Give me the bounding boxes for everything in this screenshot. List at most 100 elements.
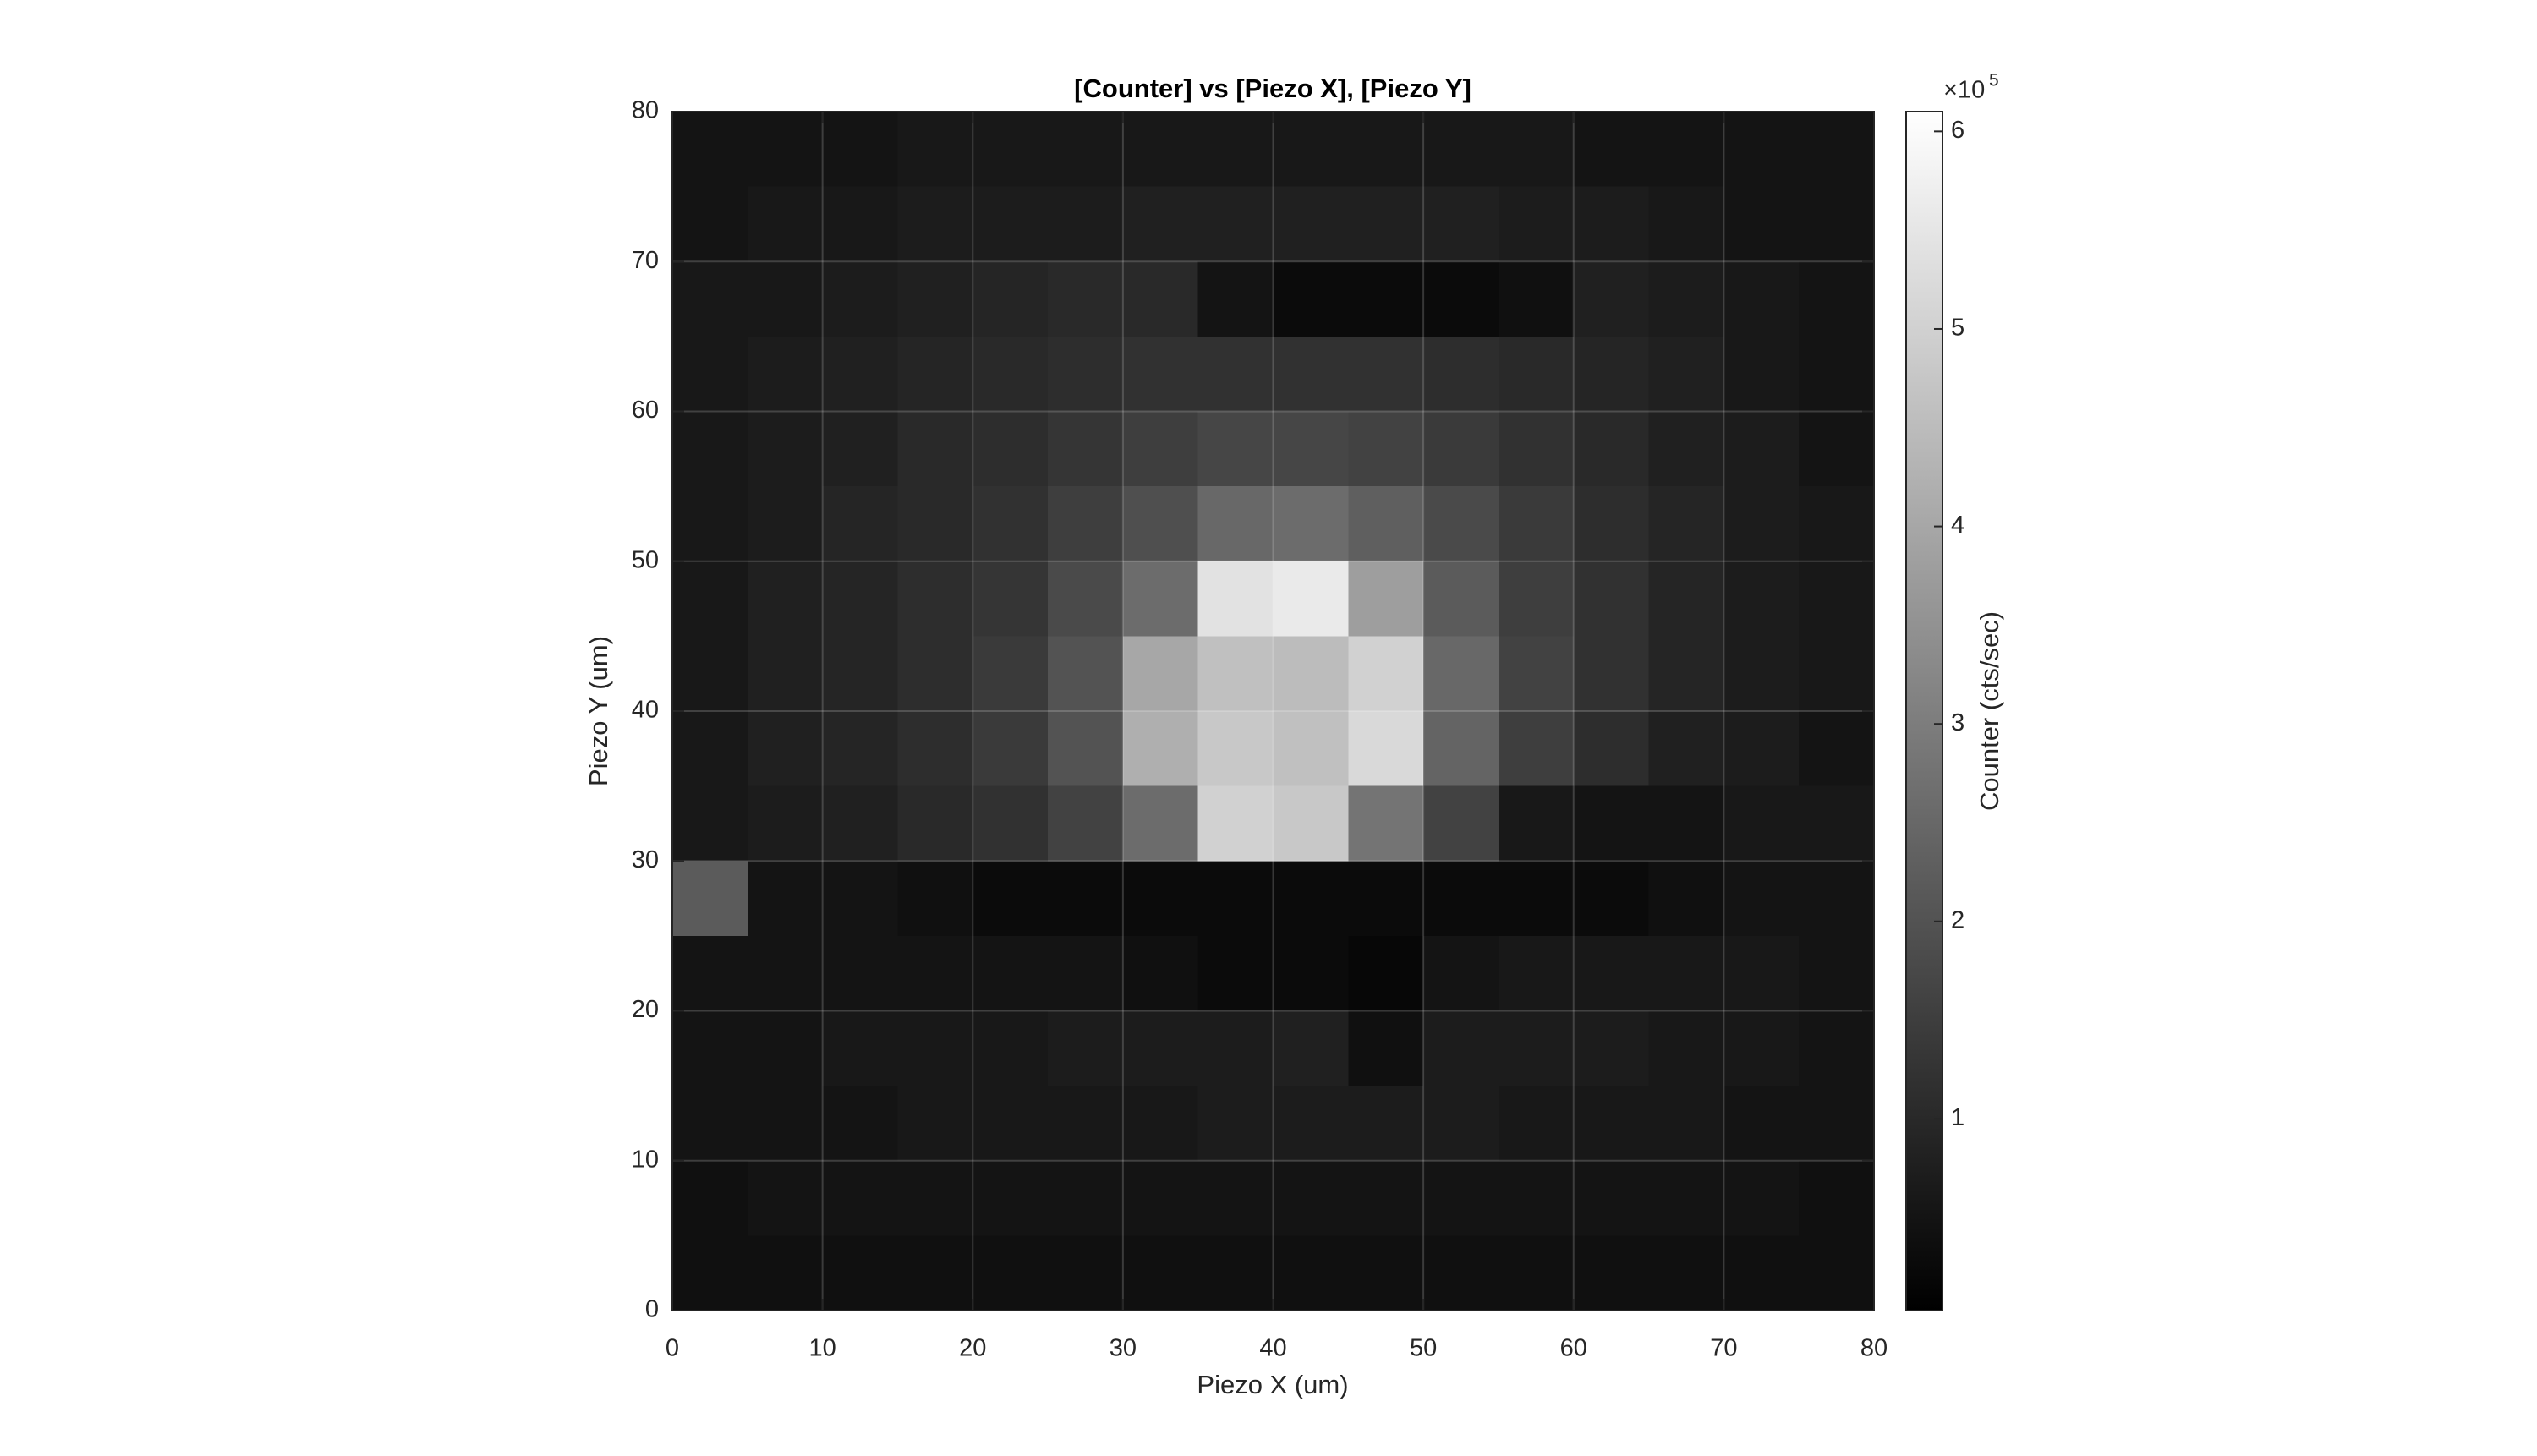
heatmap-cell xyxy=(1723,1160,1800,1236)
heatmap-cell xyxy=(1723,186,1800,262)
heatmap-cell xyxy=(822,1160,899,1236)
heatmap-cell xyxy=(1799,1010,1875,1087)
heatmap-cell xyxy=(822,336,899,413)
heatmap-cell xyxy=(1799,112,1875,188)
heatmap-cell xyxy=(1799,561,1875,637)
colorbar xyxy=(1905,111,1943,1311)
heatmap-cell xyxy=(1723,561,1800,637)
heatmap-cell xyxy=(1122,1160,1199,1236)
heatmap-cell xyxy=(672,336,748,413)
y-tick-label: 10 xyxy=(632,1146,659,1173)
heatmap-cell xyxy=(1348,861,1424,937)
heatmap-cell xyxy=(973,186,1049,262)
heatmap-cell xyxy=(1122,636,1199,712)
heatmap-cell xyxy=(973,1235,1049,1311)
heatmap-cell xyxy=(1423,411,1499,487)
heatmap-cell xyxy=(672,636,748,712)
heatmap-cell xyxy=(1122,486,1199,562)
plot-frame xyxy=(671,111,1875,1311)
heatmap-cell xyxy=(1498,411,1575,487)
heatmap-cell xyxy=(1048,785,1124,862)
heatmap-cell xyxy=(1723,336,1800,413)
heatmap-cell xyxy=(1573,261,1650,337)
heatmap-cell xyxy=(672,261,748,337)
heatmap-cell xyxy=(747,486,824,562)
heatmap-cell xyxy=(747,186,824,262)
heatmap-cell xyxy=(1197,785,1274,862)
heatmap-cell xyxy=(1648,636,1724,712)
heatmap-cell xyxy=(973,711,1049,787)
heatmap-cell xyxy=(1423,711,1499,787)
heatmap-cell xyxy=(1648,561,1724,637)
heatmap-cell xyxy=(1423,785,1499,862)
heatmap-cell xyxy=(1799,261,1875,337)
heatmap-cell xyxy=(1048,486,1124,562)
heatmap-cell xyxy=(822,1010,899,1087)
heatmap-cell xyxy=(1648,186,1724,262)
heatmap-cell xyxy=(1423,186,1499,262)
heatmap-cell xyxy=(1648,711,1724,787)
heatmap-cell xyxy=(747,861,824,937)
heatmap-cell xyxy=(1197,1235,1274,1311)
heatmap-cell xyxy=(1573,1235,1650,1311)
heatmap-cell xyxy=(1122,711,1199,787)
heatmap-cell xyxy=(1273,486,1349,562)
heatmap-cell xyxy=(822,711,899,787)
heatmap-cell xyxy=(1348,1086,1424,1162)
heatmap-cell xyxy=(822,261,899,337)
heatmap-cell xyxy=(1648,785,1724,862)
heatmap-cell xyxy=(747,785,824,862)
heatmap-cell xyxy=(672,935,748,1012)
colorbar-tick-label: 1 xyxy=(1951,1104,1964,1131)
heatmap-cell xyxy=(1573,1010,1650,1087)
heatmap-cell xyxy=(1348,1160,1424,1236)
heatmap-cell xyxy=(1273,935,1349,1012)
heatmap-cell xyxy=(747,1086,824,1162)
heatmap-cell xyxy=(672,1086,748,1162)
heatmap-cell xyxy=(1799,935,1875,1012)
heatmap-cell xyxy=(973,935,1049,1012)
heatmap-cell xyxy=(1498,785,1575,862)
heatmap-cell xyxy=(897,636,973,712)
heatmap-cell xyxy=(1122,935,1199,1012)
heatmap-cell xyxy=(1348,636,1424,712)
heatmap-cell xyxy=(1648,486,1724,562)
heatmap-cell xyxy=(1348,1010,1424,1087)
heatmap-cell xyxy=(1799,486,1875,562)
heatmap-cell xyxy=(747,711,824,787)
y-tick-label: 80 xyxy=(632,97,659,124)
heatmap-cell xyxy=(1197,861,1274,937)
heatmap-cell xyxy=(1122,112,1199,188)
heatmap-cell xyxy=(747,411,824,487)
heatmap-cell xyxy=(973,861,1049,937)
heatmap-cell xyxy=(822,785,899,862)
heatmap-cell xyxy=(1648,861,1724,937)
heatmap-cell xyxy=(1197,1010,1274,1087)
heatmap-cell xyxy=(1423,336,1499,413)
heatmap-cell xyxy=(1122,261,1199,337)
heatmap-cell xyxy=(1273,636,1349,712)
heatmap-cell xyxy=(1048,186,1124,262)
heatmap-cell xyxy=(1423,486,1499,562)
heatmap-cell xyxy=(1122,1010,1199,1087)
heatmap-cell xyxy=(1723,112,1800,188)
heatmap-cell xyxy=(1573,861,1650,937)
heatmap-cell xyxy=(897,935,973,1012)
heatmap-cell xyxy=(897,1235,973,1311)
heatmap-cell xyxy=(1799,336,1875,413)
heatmap-cell xyxy=(1048,1235,1124,1311)
axes: 0 10 20 30 40 50 60 70 80 0 10 20 30 40 50 60 70 80 1 2 3 4 5 6 xyxy=(632,97,1964,1362)
heatmap-cell xyxy=(1122,785,1199,862)
heatmap-cell xyxy=(1423,561,1499,637)
heatmap-cell xyxy=(1197,711,1274,787)
heatmap-cell xyxy=(672,561,748,637)
y-tick-label: 0 xyxy=(645,1296,659,1323)
heatmap-cell xyxy=(973,486,1049,562)
y-tick-label: 50 xyxy=(632,546,659,573)
heatmap-cell xyxy=(1348,785,1424,862)
y-tick-label: 20 xyxy=(632,996,659,1023)
x-tick-label: 30 xyxy=(1110,1335,1137,1362)
heatmap-cell xyxy=(672,186,748,262)
heatmap-cell xyxy=(1799,636,1875,712)
heatmap-cell xyxy=(1048,561,1124,637)
